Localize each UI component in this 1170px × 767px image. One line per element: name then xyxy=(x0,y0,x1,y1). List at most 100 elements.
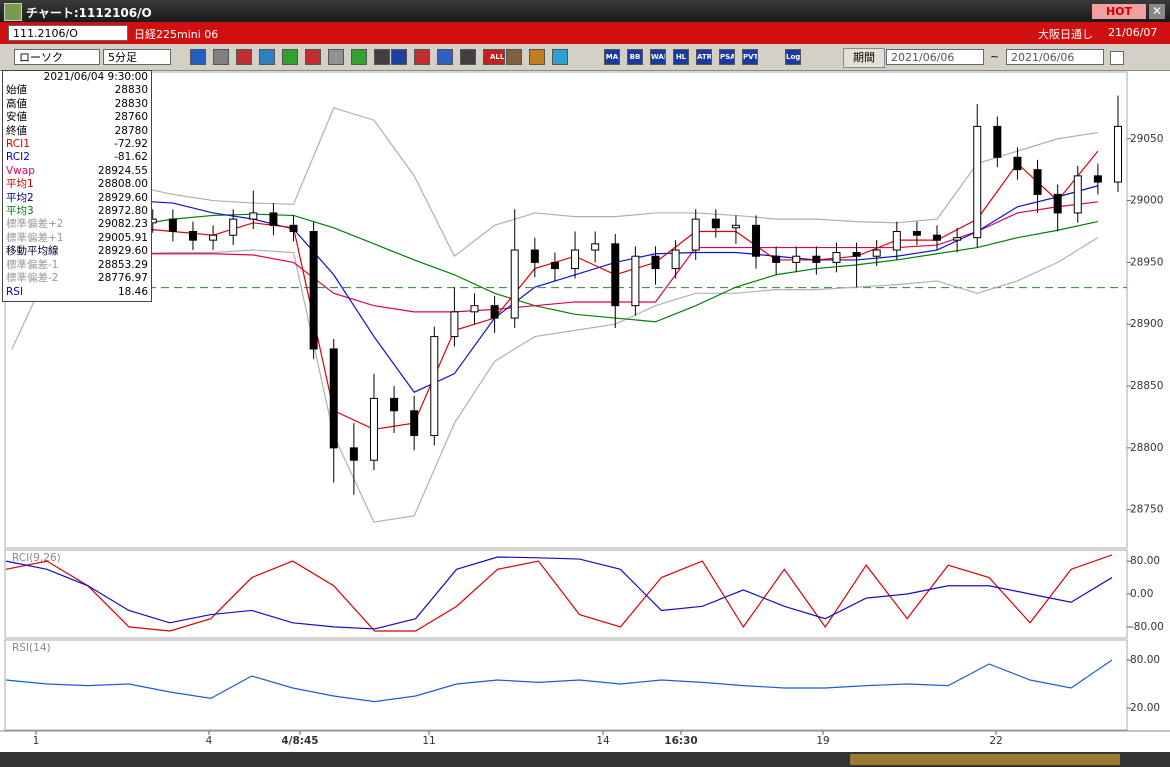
tool-icon[interactable] xyxy=(391,49,407,65)
candle-body xyxy=(1013,156,1022,171)
close-button[interactable]: ✕ xyxy=(1149,4,1165,19)
candle-body xyxy=(711,218,720,229)
tool-icon[interactable] xyxy=(374,49,390,65)
info-label: 標準偏差+2 xyxy=(6,218,64,231)
overlay-line xyxy=(12,201,1098,313)
rsi-frame xyxy=(4,639,1128,731)
candle-body xyxy=(390,397,399,412)
chart-style-select[interactable]: ローソク xyxy=(14,49,100,65)
info-row: 始値 28830 xyxy=(3,84,151,97)
tool-icon[interactable]: WAE xyxy=(650,49,666,65)
tool-icon[interactable] xyxy=(552,49,568,65)
period-button[interactable]: 期間 xyxy=(843,48,885,68)
candle-body xyxy=(772,255,781,263)
rsi-title: RSI(14) xyxy=(12,642,51,654)
y-tick-label: 20.00 xyxy=(1130,702,1160,714)
x-tick-label: 19 xyxy=(816,735,829,747)
indicator-line xyxy=(5,554,1113,632)
tool-icon[interactable] xyxy=(506,49,522,65)
info-label: 高値 xyxy=(6,97,27,110)
tool-icon[interactable]: HL xyxy=(673,49,689,65)
info-value: 18.46 xyxy=(117,285,148,298)
tool-icon[interactable] xyxy=(437,49,453,65)
info-row: RCI2 -81.62 xyxy=(3,151,151,164)
tool-icon[interactable] xyxy=(259,49,275,65)
candle-body xyxy=(1033,169,1042,195)
info-value: 28924.55 xyxy=(97,164,148,177)
info-row: 標準偏差-1 28853.29 xyxy=(3,259,151,272)
tool-icon[interactable] xyxy=(305,49,321,65)
info-row: 移動平均線 28929.60 xyxy=(3,245,151,258)
y-tick-label: 29050 xyxy=(1130,133,1163,145)
info-value: 29082.23 xyxy=(97,218,148,231)
candle-body xyxy=(349,447,358,461)
info-label: 終値 xyxy=(6,124,27,137)
candle-body xyxy=(731,224,740,229)
info-value: 28830 xyxy=(114,84,148,97)
info-value: 28830 xyxy=(114,97,148,110)
candle-body xyxy=(872,249,881,257)
tool-icon[interactable] xyxy=(282,49,298,65)
tool-icon[interactable]: PSAR xyxy=(719,49,735,65)
info-label: 移動平均線 xyxy=(6,245,59,258)
info-label: RCI1 xyxy=(6,138,30,151)
tool-icon[interactable]: PVT xyxy=(742,49,758,65)
candle-body xyxy=(953,237,962,241)
tool-icon[interactable] xyxy=(351,49,367,65)
info-row: 標準偏差-2 28776.97 xyxy=(3,272,151,285)
y-tick-label: 28750 xyxy=(1130,504,1163,516)
tool-icon[interactable] xyxy=(236,49,252,65)
x-tick-label: 16:30 xyxy=(664,735,697,747)
info-row: 平均1 28808.00 xyxy=(3,178,151,191)
checkbox[interactable] xyxy=(1110,51,1124,65)
tool-icon[interactable] xyxy=(213,49,229,65)
symbol-input[interactable]: 111.2106/O xyxy=(8,25,128,41)
candle-body xyxy=(912,230,921,236)
tool-icon[interactable] xyxy=(460,49,476,65)
tool-icon[interactable]: BB xyxy=(627,49,643,65)
indicator-line xyxy=(5,659,1113,703)
candle-body xyxy=(530,249,539,263)
y-tick-label: 28950 xyxy=(1130,256,1163,268)
hot-button[interactable]: HOT xyxy=(1092,4,1146,19)
title-bar: チャート:1112106/O HOT ✕ xyxy=(0,0,1170,22)
tool-icon[interactable] xyxy=(328,49,344,65)
y-tick-label: 80.00 xyxy=(1130,654,1160,666)
from-date[interactable]: 2021/06/06 xyxy=(886,49,984,65)
info-value: 28929.60 xyxy=(97,191,148,204)
overlay-line xyxy=(11,237,1099,523)
tool-icon[interactable] xyxy=(190,49,206,65)
candle-body xyxy=(229,218,238,236)
candle-body xyxy=(188,230,197,241)
to-date[interactable]: 2021/06/06 xyxy=(1006,49,1104,65)
date-separator: ~ xyxy=(990,50,1000,63)
tool-icon[interactable] xyxy=(414,49,430,65)
tool-icon[interactable]: ATR xyxy=(696,49,712,65)
tool-icon[interactable]: Log xyxy=(785,49,801,65)
info-value: 28808.00 xyxy=(97,178,148,191)
y-tick-label: 80.00 xyxy=(1130,555,1160,567)
interval-select[interactable]: 5分足 xyxy=(103,49,171,65)
overlay-line xyxy=(11,107,1098,258)
candle-body xyxy=(470,305,479,313)
candle-body xyxy=(168,218,177,232)
tool-icon[interactable]: ALL xyxy=(489,49,505,65)
info-value: 28853.29 xyxy=(97,258,148,271)
window-title: チャート:1112106/O xyxy=(26,6,152,20)
info-label: RSI xyxy=(6,285,24,298)
info-panel: 2021/06/04 9:30:00 始値 28830 高値 28830 安値 28760… xyxy=(2,70,152,302)
app-icon xyxy=(4,3,22,21)
tool-icon[interactable]: MA xyxy=(604,49,620,65)
x-tick-label: 11 xyxy=(422,735,435,747)
info-value: 29005.91 xyxy=(97,231,148,244)
candle-body xyxy=(430,336,439,436)
scroll-thumb[interactable] xyxy=(850,754,1120,765)
candle-body xyxy=(651,255,660,270)
candle-body xyxy=(671,249,680,270)
y-tick-label: 28800 xyxy=(1130,442,1163,454)
tool-icon[interactable] xyxy=(529,49,545,65)
candle-body xyxy=(369,397,378,461)
candle-body xyxy=(329,348,338,449)
y-tick-label: 29000 xyxy=(1130,195,1163,207)
